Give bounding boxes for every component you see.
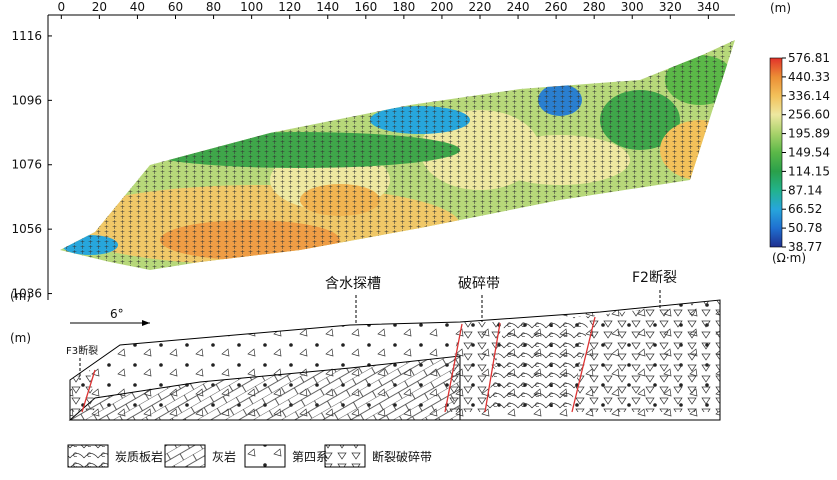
colorbar-tick-label: 440.33	[788, 70, 830, 84]
y-tick-label: 1116	[11, 29, 42, 43]
x-tick-label: 120	[278, 0, 301, 14]
trench-label: 含水探槽	[325, 276, 381, 292]
y-tick-label: 1096	[11, 93, 42, 107]
legend-label: 第四系	[292, 450, 328, 464]
x-tick-label: 20	[92, 0, 107, 14]
colorbar-tick-label: 336.14	[788, 89, 830, 103]
y-tick-label: 1076	[11, 158, 42, 172]
x-tick-label: 100	[240, 0, 263, 14]
plot-frame	[47, 14, 735, 300]
x-tick-label: 220	[469, 0, 492, 14]
x-tick-label: 340	[697, 0, 720, 14]
x-tick-label: 300	[621, 0, 644, 14]
colorbar-label: (Ω·m)	[772, 251, 806, 265]
f2-label: F2断裂	[632, 270, 677, 286]
x-tick-label: 0	[58, 0, 66, 14]
colorbar-tick-label: 38.77	[788, 240, 822, 254]
dip-label: 6°	[110, 307, 124, 321]
colorbar-tick-label: 576.81	[788, 51, 830, 65]
x-tick-label: 140	[316, 0, 339, 14]
colorbar	[769, 57, 783, 248]
fracture-zone-label: 破碎带	[458, 276, 500, 292]
x-tick-label: 160	[354, 0, 377, 14]
resistivity-field	[60, 40, 735, 270]
depth-unit: (m)	[10, 331, 31, 345]
x-tick-label: 40	[130, 0, 145, 14]
x-tick-label: 280	[583, 0, 606, 14]
legend-label: 断裂破碎带	[372, 449, 432, 464]
legend-label: 炭质板岩	[115, 449, 163, 464]
colorbar-tick-label: 149.54	[788, 146, 830, 160]
f3-label: F3断裂	[66, 344, 98, 357]
colorbar-tick-label: 50.78	[788, 221, 822, 235]
x-tick-label: 80	[206, 0, 221, 14]
x-unit: (m)	[770, 1, 791, 15]
x-tick-label: 240	[507, 0, 530, 14]
lithology-legend: 炭质板岩 灰岩 第四系 断裂破碎带	[67, 444, 432, 468]
y-tick-label: 1056	[11, 222, 42, 236]
x-tick-label: 260	[545, 0, 568, 14]
colorbar-tick-label: 114.15	[788, 164, 830, 178]
x-tick-label: 320	[659, 0, 682, 14]
colorbar-tick-label: 66.52	[788, 202, 822, 216]
y-tick-label: 1036	[11, 287, 42, 301]
colorbar-tick-label: 87.14	[788, 183, 822, 197]
y-unit: (m)	[10, 289, 31, 303]
legend-label: 灰岩	[212, 449, 236, 464]
x-tick-label: 180	[392, 0, 415, 14]
x-tick-label: 200	[430, 0, 453, 14]
colorbar-tick-label: 256.60	[788, 108, 830, 122]
colorbar-tick-label: 195.89	[788, 127, 830, 141]
x-tick-label: 60	[168, 0, 183, 14]
geology-section	[68, 290, 721, 421]
